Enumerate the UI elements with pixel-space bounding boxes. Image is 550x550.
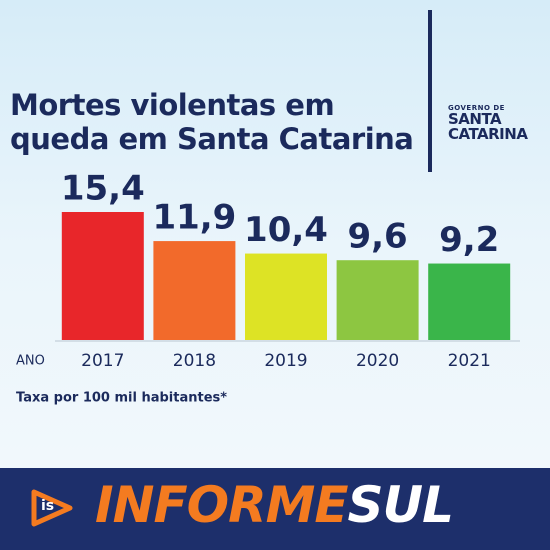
value-label: 11,9 [152, 198, 236, 238]
icon: is [30, 488, 74, 528]
x-tick-label: 2017 [81, 351, 124, 371]
logo-line: CATARINA [448, 125, 528, 143]
bar [336, 260, 419, 340]
brand-part: INFORME [95, 476, 349, 534]
x-tick-label: 2021 [448, 351, 491, 371]
value-label: 9,6 [347, 217, 407, 257]
divider [428, 10, 432, 172]
x-axis-label: ANO [16, 354, 45, 369]
brand: INFORMESUL [95, 476, 454, 534]
x-tick-label: 2020 [356, 351, 399, 371]
value-label: 15,4 [61, 169, 145, 209]
logo-line: SANTA [448, 110, 502, 128]
x-tick-label: 2019 [264, 351, 307, 371]
note: Taxa por 100 mil habitantes* [16, 391, 227, 406]
logo-top: GOVERNO DE [448, 104, 505, 112]
value-label: 10,4 [244, 210, 328, 250]
chart-title: Mortes violentas em queda em Santa Catar… [10, 88, 414, 156]
icon-shape [31, 489, 73, 527]
chart: ANO Taxa por 100 mil habitantes* 15,4 201… [16, 169, 520, 406]
bar [428, 263, 511, 340]
bar [153, 241, 236, 340]
brand-part: SUL [347, 476, 454, 534]
footer: is INFORMESUL [0, 468, 550, 550]
icon-text: is [41, 498, 55, 514]
value-label: 9,2 [439, 220, 499, 260]
logo: GOVERNO DE SANTA CATARINA [448, 104, 528, 143]
bar [245, 253, 327, 340]
x-tick-label: 2018 [173, 351, 216, 371]
bar [61, 212, 144, 340]
